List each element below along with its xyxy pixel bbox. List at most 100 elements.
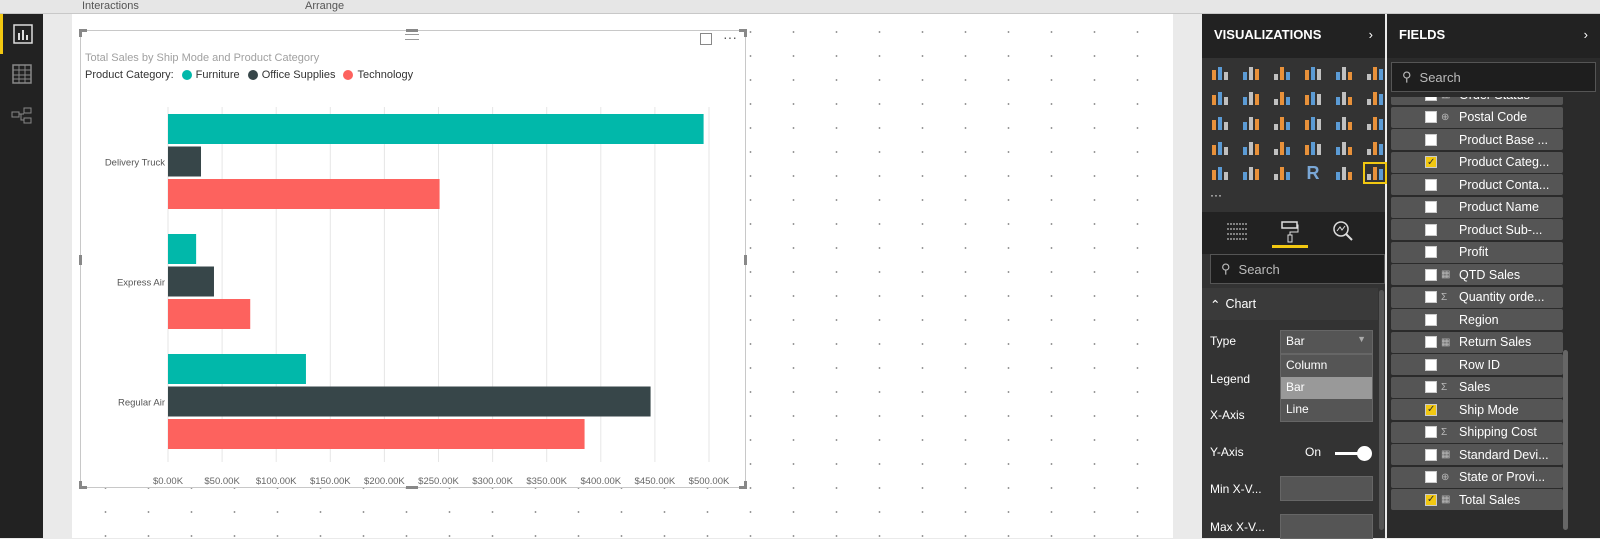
- field-item[interactable]: ⊕ State or Provi...: [1391, 466, 1563, 488]
- y-axis-toggle[interactable]: [1335, 446, 1375, 461]
- data-view-button[interactable]: [0, 54, 43, 94]
- field-item[interactable]: ▦ Return Sales: [1391, 331, 1563, 353]
- clustered-bar-visual-icon[interactable]: [1270, 62, 1294, 84]
- bar-furniture[interactable]: [168, 354, 306, 384]
- fields-tab[interactable]: [1222, 218, 1252, 244]
- type-option-column[interactable]: Column: [1286, 358, 1328, 372]
- legend-item-office-supplies[interactable]: Office Supplies: [261, 69, 336, 81]
- chart-section-header[interactable]: ⌃ Chart: [1202, 288, 1378, 320]
- type-option-bar[interactable]: Bar: [1281, 377, 1372, 399]
- field-checkbox[interactable]: [1425, 223, 1437, 236]
- stacked-bar-visual-icon[interactable]: [1208, 62, 1232, 84]
- matrix-visual-icon[interactable]: [1270, 162, 1294, 184]
- field-checkbox[interactable]: [1425, 246, 1437, 258]
- line-column-visual-icon[interactable]: [1301, 87, 1325, 109]
- bar-technology[interactable]: [168, 179, 440, 209]
- field-checkbox[interactable]: [1425, 426, 1437, 438]
- field-item[interactable]: Σ Quantity orde...: [1391, 286, 1563, 308]
- field-checkbox[interactable]: [1425, 111, 1437, 123]
- analytics-tab[interactable]: [1328, 218, 1358, 244]
- field-item[interactable]: ▦ Order Status: [1391, 97, 1563, 105]
- clustered-column-visual-icon[interactable]: [1301, 62, 1325, 84]
- field-item[interactable]: Product Conta...: [1391, 174, 1563, 195]
- field-item[interactable]: ▦ QTD Sales: [1391, 264, 1563, 285]
- field-item[interactable]: ✓ Product Categ...: [1391, 151, 1563, 173]
- field-item[interactable]: ✓ Ship Mode: [1391, 399, 1563, 420]
- field-checkbox[interactable]: [1425, 313, 1437, 326]
- card-visual-icon[interactable]: [1301, 137, 1325, 159]
- field-checkbox[interactable]: [1425, 291, 1437, 303]
- field-checkbox[interactable]: [1425, 403, 1437, 416]
- bar-office-supplies[interactable]: [168, 266, 214, 297]
- field-checkbox[interactable]: [1425, 201, 1437, 213]
- max-x-value-input[interactable]: [1280, 514, 1373, 539]
- min-x-value-input[interactable]: [1280, 476, 1373, 501]
- type-dropdown[interactable]: Bar ▼: [1280, 330, 1373, 354]
- collapse-visualizations-icon[interactable]: ›: [1368, 26, 1373, 42]
- field-checkbox[interactable]: [1425, 448, 1437, 461]
- bar-furniture[interactable]: [168, 114, 704, 144]
- waterfall-visual-icon[interactable]: [1208, 112, 1232, 134]
- globe-visual-icon[interactable]: [1332, 162, 1356, 184]
- field-item[interactable]: Product Sub-...: [1391, 219, 1563, 240]
- collapse-fields-icon[interactable]: ›: [1583, 26, 1588, 42]
- pane-scrollbar[interactable]: [1379, 290, 1384, 530]
- field-item[interactable]: Row ID: [1391, 354, 1563, 375]
- pie-visual-icon[interactable]: [1270, 112, 1294, 134]
- field-checkbox[interactable]: [1425, 97, 1437, 101]
- more-options-icon[interactable]: ···: [723, 29, 737, 45]
- field-item[interactable]: ✓ ▦ Total Sales: [1391, 489, 1563, 510]
- field-checkbox[interactable]: [1425, 133, 1437, 146]
- bar-technology[interactable]: [168, 419, 585, 449]
- field-checkbox[interactable]: [1425, 471, 1437, 483]
- slicer-visual-icon[interactable]: [1208, 162, 1232, 184]
- treemap-visual-icon[interactable]: [1332, 112, 1356, 134]
- drag-handle-icon[interactable]: [405, 34, 419, 40]
- field-item[interactable]: Σ Sales: [1391, 376, 1563, 398]
- ribbon-group-interactions[interactable]: Interactions: [82, 0, 139, 12]
- bar-office-supplies[interactable]: [168, 146, 202, 177]
- donut-visual-icon[interactable]: [1301, 112, 1325, 134]
- type-option-line[interactable]: Line: [1286, 402, 1309, 416]
- funnel-visual-icon[interactable]: [1239, 137, 1263, 159]
- custom-visual-visual-icon[interactable]: [1363, 162, 1387, 184]
- fields-search-input[interactable]: ⚲ Search: [1391, 62, 1596, 92]
- 100-stacked-bar-visual-icon[interactable]: [1332, 62, 1356, 84]
- field-item[interactable]: ▦ Standard Devi...: [1391, 444, 1563, 465]
- scatter-visual-icon[interactable]: [1239, 112, 1263, 134]
- focus-mode-icon[interactable]: [700, 33, 712, 45]
- table-visual-icon[interactable]: [1239, 162, 1263, 184]
- field-item[interactable]: Region: [1391, 309, 1563, 330]
- 100-stacked-column-visual-icon[interactable]: [1363, 62, 1387, 84]
- filled-map-visual-icon[interactable]: [1208, 137, 1232, 159]
- ribbon-visual-icon[interactable]: [1363, 87, 1387, 109]
- field-checkbox[interactable]: [1425, 336, 1437, 348]
- field-checkbox[interactable]: [1425, 156, 1437, 168]
- ribbon-group-arrange[interactable]: Arrange: [305, 0, 345, 12]
- map-visual-icon[interactable]: [1363, 112, 1387, 134]
- field-item[interactable]: ⊕ Postal Code: [1391, 106, 1563, 128]
- r-script-visual-icon[interactable]: R: [1306, 162, 1320, 183]
- more-visuals-button[interactable]: ···: [1210, 188, 1222, 202]
- multi-row-card-visual-icon[interactable]: [1332, 137, 1356, 159]
- bar-office-supplies[interactable]: [168, 386, 651, 417]
- field-checkbox[interactable]: [1425, 178, 1437, 191]
- gauge-visual-icon[interactable]: [1270, 137, 1294, 159]
- line-visual-icon[interactable]: [1208, 87, 1232, 109]
- relationships-view-button[interactable]: [0, 96, 43, 136]
- field-item[interactable]: Profit: [1391, 241, 1563, 263]
- legend-item-furniture[interactable]: Furniture: [195, 69, 240, 81]
- field-checkbox[interactable]: [1425, 358, 1437, 371]
- stacked-area-visual-icon[interactable]: [1270, 87, 1294, 109]
- bar-technology[interactable]: [168, 299, 251, 329]
- field-checkbox[interactable]: [1425, 381, 1437, 393]
- stacked-column-visual-icon[interactable]: [1239, 62, 1263, 84]
- format-tab[interactable]: [1272, 218, 1308, 248]
- kpi-visual-icon[interactable]: [1363, 137, 1387, 159]
- field-item[interactable]: Σ Shipping Cost: [1391, 421, 1563, 443]
- field-checkbox[interactable]: [1425, 493, 1437, 506]
- line-clustered-column-visual-icon[interactable]: [1332, 87, 1356, 109]
- legend-item-technology[interactable]: Technology: [357, 69, 414, 81]
- field-checkbox[interactable]: [1425, 268, 1437, 281]
- format-search-input[interactable]: ⚲ Search: [1210, 254, 1385, 284]
